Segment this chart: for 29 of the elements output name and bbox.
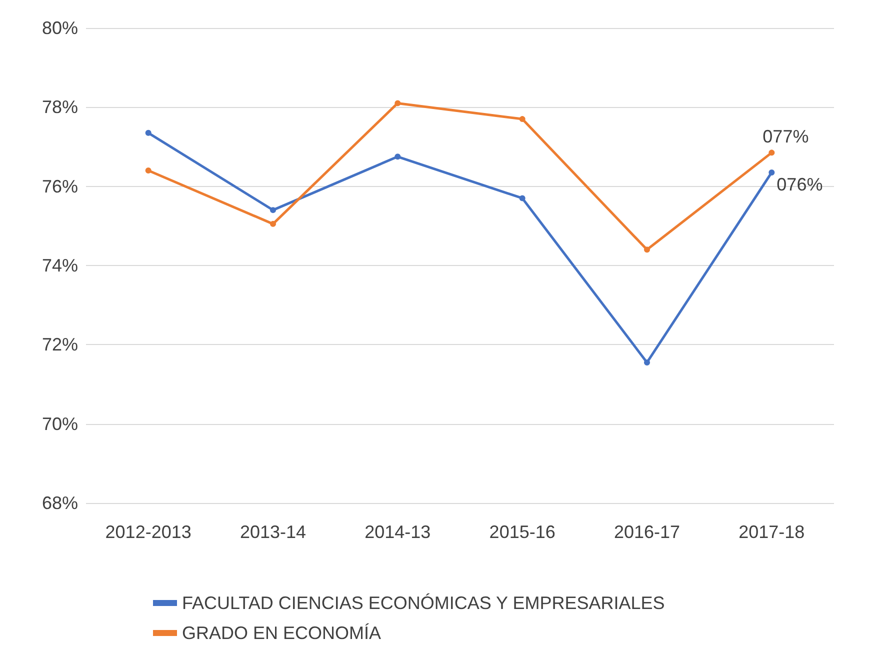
legend-label: FACULTAD CIENCIAS ECONÓMICAS Y EMPRESARIALES: [182, 593, 665, 613]
point: [519, 195, 526, 202]
point: [768, 169, 775, 176]
x-tick-label: 2017-18: [738, 522, 805, 542]
point: [145, 168, 152, 174]
legend-label: GRADO EN ECONOMÍA: [182, 623, 382, 643]
y-tick-label: 80%: [42, 18, 78, 38]
x-tick-label: 2012-2013: [105, 522, 192, 542]
point: [394, 100, 401, 106]
data-label: 077%: [762, 126, 809, 147]
y-tick-label: 78%: [42, 97, 78, 118]
y-tick-label: 72%: [42, 334, 78, 355]
point: [270, 207, 276, 214]
point: [394, 154, 401, 160]
y-tick-label: 70%: [42, 414, 78, 434]
point: [644, 246, 650, 253]
point: [768, 150, 775, 156]
y-tick-label: 74%: [42, 256, 78, 276]
y-tick-label: 76%: [42, 176, 78, 196]
point: [644, 359, 650, 366]
x-tick-label: 2015-16: [489, 522, 556, 542]
point: [145, 130, 152, 136]
y-tick-label: 68%: [42, 493, 78, 513]
x-tick-label: 2016-17: [614, 522, 680, 542]
x-tick-label: 2014-13: [364, 522, 431, 542]
data-label: 076%: [776, 174, 823, 194]
x-tick-label: 2013-14: [240, 522, 306, 542]
point: [270, 220, 276, 227]
point: [519, 116, 526, 122]
